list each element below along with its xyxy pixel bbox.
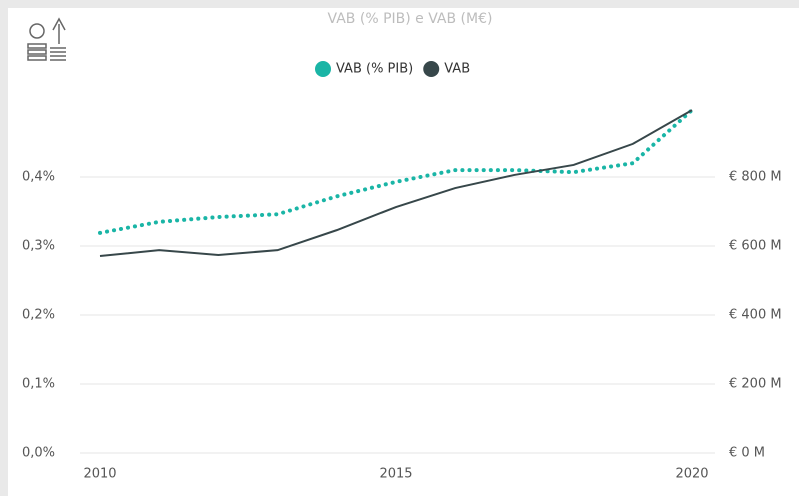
y2-tick-label: € 400 M (729, 308, 782, 323)
series-line (98, 108, 694, 235)
y-tick-label: 0,2% (22, 308, 55, 323)
x-tick-label: 2010 (83, 467, 116, 482)
y2-tick-label: € 800 M (729, 170, 782, 185)
y2-tick-label: € 0 M (729, 446, 765, 461)
legend-label: VAB (444, 62, 470, 77)
series-line (99, 109, 693, 258)
x-tick-label: 2015 (379, 467, 412, 482)
y2-tick-label: € 600 M (729, 239, 782, 254)
x-tick-label: 2020 (675, 467, 708, 482)
y2-tick-label: € 200 M (729, 377, 782, 392)
chart-title: VAB (% PIB) e VAB (M€) (328, 11, 493, 27)
y-tick-label: 0,1% (22, 377, 55, 392)
legend-marker (423, 61, 440, 77)
icon (27, 17, 66, 61)
y-tick-label: 0,4% (22, 170, 55, 185)
legend-marker (315, 61, 331, 77)
legend-label: VAB (% PIB) (336, 62, 413, 77)
y-tick-label: 0,3% (22, 239, 55, 254)
panel (8, 8, 799, 496)
y-tick-label: 0,0% (22, 446, 55, 461)
